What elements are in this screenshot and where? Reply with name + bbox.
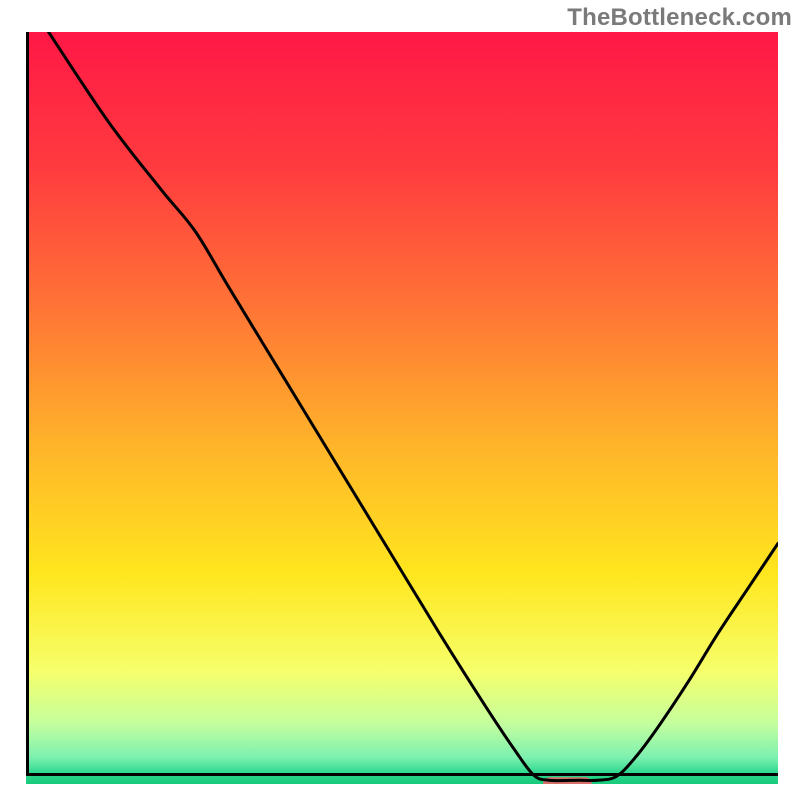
watermark-text: TheBottleneck.com xyxy=(567,4,792,32)
y-axis-line xyxy=(26,32,29,776)
plot-area xyxy=(26,32,778,776)
plot-overlay xyxy=(26,32,778,784)
x-axis-line xyxy=(26,773,778,776)
chart-frame: { "watermark": { "text": "TheBottleneck.… xyxy=(0,0,800,800)
bottleneck-curve xyxy=(49,32,778,781)
